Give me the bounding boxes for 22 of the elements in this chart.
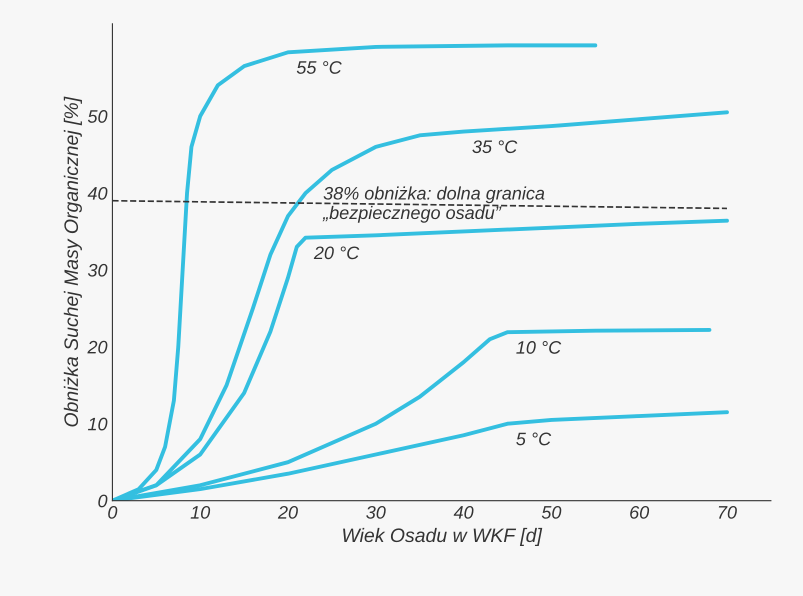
annotation: 35 °C — [472, 140, 518, 154]
x-tick-label: 30 — [366, 506, 386, 519]
x-tick-label: 40 — [454, 506, 474, 519]
annotation: 38% obniżka: dolna granica „bezpiecznego osadu” — [322, 186, 544, 223]
y-tick-label: 30 — [88, 264, 108, 277]
y-tick-label: 20 — [87, 340, 108, 354]
y-tick-label: 50 — [88, 110, 108, 123]
x-tick-label: 20 — [278, 506, 298, 519]
y-tick-label: 40 — [88, 186, 108, 200]
y-tick-label: 0 — [98, 494, 108, 508]
y-tick-label: 10 — [88, 418, 108, 430]
x-tick-label: 70 — [718, 506, 737, 519]
annotation: 10 °C — [516, 341, 562, 354]
annotation: 5 °C — [516, 432, 552, 446]
x-tick-label: 0 — [108, 506, 118, 519]
y-axis-title: Obniżka Suchej Masy Organicznej [%] — [64, 96, 82, 427]
annotation: 20 °C — [314, 246, 360, 260]
x-tick-label: 50 — [542, 506, 562, 519]
x-tick-label: 10 — [190, 506, 210, 519]
x-tick-label: 60 — [630, 506, 650, 519]
annotation: 55 °C — [296, 61, 342, 74]
x-axis-title: Wiek Osadu w WKF [d] — [343, 528, 542, 546]
